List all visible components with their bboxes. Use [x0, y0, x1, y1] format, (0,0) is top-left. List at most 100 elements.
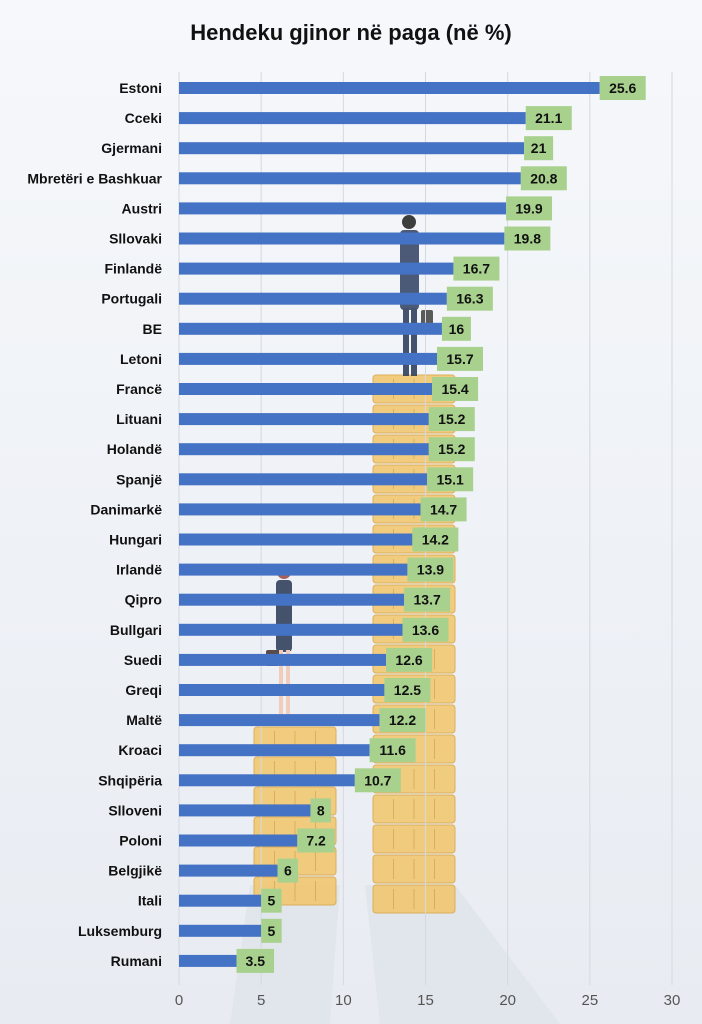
data-label: 8 [310, 798, 331, 823]
data-label: 13.6 [402, 617, 449, 642]
data-label: 20.8 [520, 166, 567, 191]
data-label-bg [506, 196, 553, 221]
category-label: Gjermani [101, 140, 162, 156]
bar [179, 262, 454, 275]
category-label: Francë [116, 381, 162, 397]
data-label: 19.9 [506, 196, 553, 221]
floor-shadow-left [230, 885, 340, 1024]
data-label-text: 21 [531, 140, 547, 156]
data-label: 16.7 [453, 256, 500, 281]
data-label-bg [404, 587, 451, 612]
category-label: Suedi [124, 652, 162, 668]
data-label-text: 21.1 [535, 110, 562, 126]
data-label-bg [310, 798, 331, 823]
data-label: 5 [261, 888, 282, 913]
data-label: 6 [277, 858, 299, 883]
data-label-text: 10.7 [364, 772, 391, 788]
x-tick-label: 10 [335, 992, 352, 1009]
data-label: 19.8 [504, 226, 551, 251]
x-tick-label: 30 [664, 992, 681, 1009]
data-label-bg [261, 918, 282, 943]
data-label-bg [236, 948, 275, 973]
data-label-bg [386, 647, 433, 672]
data-label-text: 15.4 [441, 381, 468, 397]
category-label: Austri [122, 200, 162, 216]
data-label-text: 6 [284, 863, 292, 879]
data-label: 25.6 [599, 76, 646, 100]
bar [179, 142, 525, 155]
bar [179, 383, 433, 395]
data-label: 12.6 [386, 647, 433, 672]
data-label: 21.1 [525, 106, 572, 131]
bar [179, 232, 505, 245]
data-label: 13.9 [407, 557, 454, 582]
bar [179, 82, 600, 94]
bar [179, 202, 507, 215]
category-label: Irlandë [116, 562, 162, 578]
bar [179, 924, 262, 937]
gridlines [178, 72, 673, 985]
data-label: 3.5 [236, 948, 275, 973]
data-label: 12.5 [384, 678, 431, 702]
category-label: Bullgari [110, 622, 162, 638]
data-label-text: 16.7 [463, 261, 490, 277]
data-label-text: 25.6 [609, 80, 636, 96]
category-label: Holandë [107, 441, 162, 457]
bar [179, 774, 355, 787]
bar [179, 413, 429, 426]
bar [179, 533, 413, 546]
category-label: Rumani [111, 953, 162, 969]
category-label: Kroaci [118, 742, 162, 758]
bar [179, 172, 521, 185]
data-label: 15.2 [428, 437, 475, 462]
data-label-bg [428, 437, 475, 462]
data-label: 14.2 [412, 527, 459, 552]
data-label: 5 [261, 918, 282, 943]
data-label: 15.1 [427, 467, 474, 492]
data-label-bg [384, 678, 431, 702]
category-label: Itali [138, 893, 162, 909]
data-label: 14.7 [420, 497, 467, 522]
data-label-bg [446, 286, 493, 311]
category-label: Slloveni [108, 802, 162, 818]
category-label: Maltë [126, 712, 162, 728]
data-label-text: 8 [317, 802, 325, 818]
data-label-text: 16.3 [456, 291, 483, 307]
x-tick-label: 20 [499, 992, 516, 1009]
bar [179, 563, 408, 576]
data-label-text: 12.2 [389, 712, 416, 728]
data-label-text: 15.2 [438, 411, 465, 427]
data-label-text: 12.5 [394, 682, 421, 698]
data-label-bg [437, 346, 484, 371]
data-label-bg [402, 617, 449, 642]
data-label-text: 13.7 [414, 592, 441, 608]
category-label: Shqipëria [98, 772, 162, 788]
bar [179, 473, 428, 486]
data-label: 12.2 [379, 708, 426, 733]
data-label-bg [277, 858, 299, 883]
data-label: 15.2 [428, 407, 475, 432]
data-label-text: 5 [268, 893, 276, 909]
data-label: 10.7 [354, 768, 401, 793]
bar [179, 744, 370, 757]
category-label: Poloni [119, 833, 162, 849]
data-label-bg [354, 768, 401, 793]
bar [179, 593, 405, 606]
category-label: Letoni [120, 351, 162, 367]
data-label-bg [427, 467, 474, 492]
data-label-text: 3.5 [246, 953, 266, 969]
data-label-bg [441, 316, 471, 341]
data-label-text: 12.6 [395, 652, 422, 668]
x-tick-label: 5 [257, 992, 265, 1009]
data-label: 7.2 [297, 828, 335, 853]
category-label: Estoni [119, 80, 162, 96]
data-label-bg [420, 497, 467, 522]
data-label-bg [453, 256, 500, 281]
bar [179, 292, 447, 305]
bar [179, 714, 380, 727]
data-label-bg [525, 106, 572, 131]
category-label: Mbretëri e Bashkuar [27, 170, 162, 186]
bar [179, 352, 438, 365]
bar [179, 623, 403, 636]
